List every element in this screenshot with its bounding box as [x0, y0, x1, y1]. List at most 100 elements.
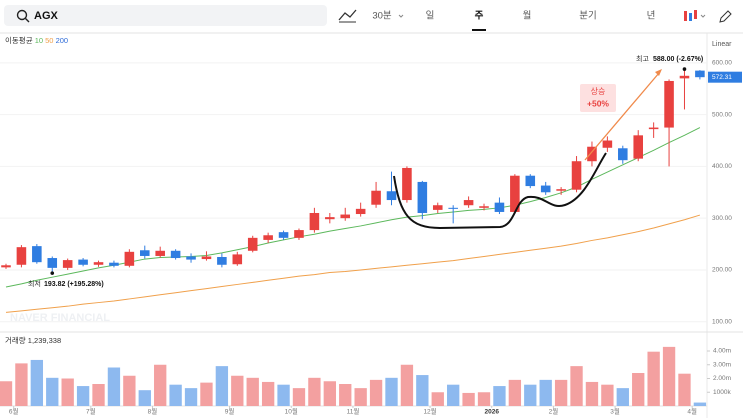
candle-body [247, 237, 258, 251]
volume-bar [246, 377, 259, 406]
volume-bar [277, 384, 290, 406]
y-tick-label: 500.00 [712, 111, 732, 118]
interval-tab[interactable]: 주 [475, 11, 484, 22]
candle-body [402, 167, 412, 201]
candle-body [479, 206, 489, 208]
volume-bar [416, 375, 429, 406]
x-tick-label: 12월 [423, 407, 436, 416]
volume-bar [184, 388, 198, 406]
candle-body [139, 250, 150, 256]
volume-bar [693, 402, 707, 406]
volume-bar [107, 367, 121, 406]
candle-body [124, 251, 135, 266]
candle-body [510, 175, 520, 212]
volume-bar [508, 379, 522, 406]
candle-body [556, 189, 566, 191]
volume-bar [308, 377, 321, 406]
interval-tab[interactable]: 30분 [372, 11, 392, 22]
candle-body [664, 80, 674, 128]
candle-body [170, 250, 181, 259]
volume-bar [169, 384, 182, 406]
candle-icon[interactable] [689, 13, 692, 21]
candle-body [47, 258, 58, 268]
candle-icon[interactable] [694, 10, 697, 19]
ma-line [5, 127, 701, 288]
volume-bar [462, 392, 475, 406]
low-label: 최저 [28, 279, 41, 288]
y-tick-label: 400.00 [712, 163, 732, 170]
interval-tabs: 30분 일 주 월 분기 년 [372, 10, 655, 31]
volume-tick-label: 2.00m [713, 375, 731, 382]
candle-body [386, 191, 397, 201]
price-tag [708, 71, 742, 83]
candle-body [618, 148, 628, 161]
trend-arrow [584, 72, 660, 161]
high-text: 588.00 (-2.67%) [653, 56, 703, 63]
volume-bar [123, 375, 136, 406]
candle-body [78, 259, 88, 265]
volume-tick-label: 3.00m [713, 361, 731, 368]
x-tick-label: 11월 [347, 407, 360, 416]
chevron [398, 14, 404, 18]
volume-bar [76, 386, 90, 406]
price-tag-label: 572.31 [712, 74, 732, 81]
interval-tab[interactable]: 월 [523, 10, 532, 22]
ma-legend: 이동평균 10 50 200 [5, 35, 68, 45]
candle-body [232, 254, 243, 265]
candle-icon[interactable] [684, 11, 687, 21]
volume-bar [339, 384, 352, 406]
high-label: 최고 [636, 54, 649, 63]
x-tick-label: 2월 [549, 407, 559, 416]
candle-body [294, 230, 304, 238]
candle-body [540, 185, 551, 193]
candle-body [340, 214, 351, 219]
volume-bar [539, 379, 552, 406]
volume-bar [200, 382, 213, 406]
volume-bar [292, 388, 306, 406]
search-box[interactable] [4, 5, 327, 26]
chart-type-icon[interactable] [338, 9, 357, 21]
volume-bar [601, 384, 614, 406]
y-tick-label: 300.00 [712, 215, 732, 222]
interval-tab[interactable]: 분기 [579, 11, 596, 22]
volume-bar [323, 381, 336, 406]
x-tick-label: 6월 [9, 407, 19, 416]
interval-tab[interactable]: 일 [426, 11, 435, 22]
x-tick-label: 3월 [610, 407, 620, 416]
scale-label[interactable]: Linear [712, 41, 732, 48]
y-tick-label: 200.00 [712, 267, 732, 274]
candle-body [32, 246, 42, 263]
low-marker [50, 271, 55, 275]
symbol: AGX [34, 10, 59, 22]
volume-bar [261, 381, 275, 406]
badge-text: 상승 [591, 86, 606, 96]
volume-label: 거래량 1,239,338 [5, 336, 61, 345]
watermark: NAVER FINANCIAL [10, 312, 110, 324]
candle-body [217, 257, 227, 265]
candle-body [417, 181, 428, 213]
chevron [700, 14, 706, 18]
ma-label: 이동평균 [5, 35, 33, 45]
candle-body [93, 262, 104, 265]
volume-bar [447, 384, 460, 406]
candle-body [186, 256, 196, 260]
tab-underline [472, 29, 486, 31]
search-icon [25, 18, 30, 23]
volume-bar [662, 346, 676, 406]
candle-body [201, 256, 212, 260]
candle-body [525, 175, 536, 187]
candle-body [602, 140, 613, 148]
candle-body [695, 70, 705, 78]
candle-body [571, 161, 582, 190]
interval-tab[interactable]: 년 [647, 11, 656, 22]
candle-body [371, 190, 381, 205]
edit-icon[interactable] [719, 10, 732, 23]
badge-text: +50% [587, 98, 609, 108]
candle-body [679, 75, 690, 79]
ma-legend-item: 10 [35, 36, 43, 45]
search-icon [16, 9, 28, 21]
volume-bar [354, 388, 367, 406]
arrowhead [655, 69, 662, 76]
candle-body [494, 202, 505, 212]
volume-bar [138, 390, 151, 406]
